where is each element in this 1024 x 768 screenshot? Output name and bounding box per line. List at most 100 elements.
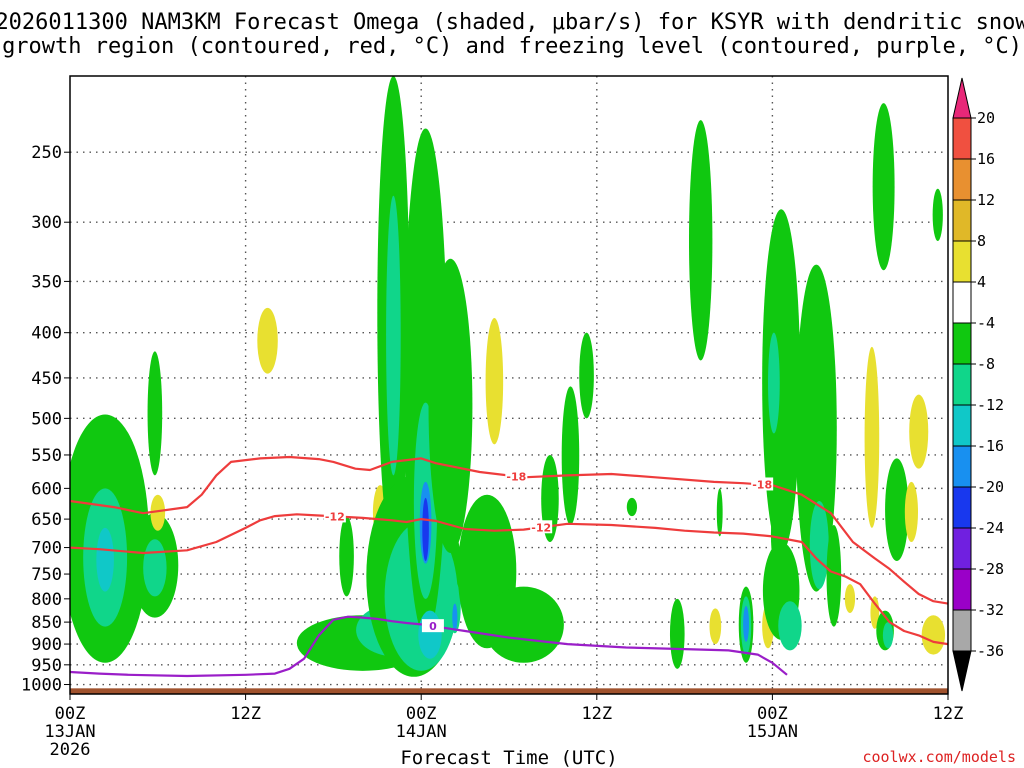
omega-shade	[885, 458, 909, 562]
x-axis-title: Forecast Time (UTC)	[400, 747, 617, 768]
colorbar-swatch	[952, 445, 972, 488]
contour-label-bg	[530, 520, 553, 534]
omega-shade	[882, 622, 894, 649]
omega-shade	[386, 195, 401, 476]
colorbar-swatch	[952, 199, 972, 242]
omega-shade	[147, 351, 163, 476]
omega-shade	[909, 394, 929, 469]
omega-shade	[826, 524, 842, 627]
plot-frame	[69, 75, 949, 695]
y-tick-label: 750	[31, 565, 62, 585]
contour-label-bg	[421, 619, 444, 633]
credit-text: coolwx.com/models	[862, 748, 1016, 766]
colorbar-label: 12	[977, 191, 995, 209]
y-tick-label: 300	[31, 213, 62, 233]
omega-shade	[762, 209, 801, 554]
y-tick-label: 900	[31, 635, 62, 655]
x-tick-label: 00Z	[55, 704, 86, 724]
colorbar-label: -32	[977, 601, 1004, 619]
x-date-label: 15JAN	[747, 722, 798, 742]
colorbar-label: 8	[977, 232, 986, 250]
omega-shade	[768, 332, 780, 434]
contour-label: -12	[325, 510, 345, 523]
omega-shade	[778, 601, 802, 651]
omega-shade	[864, 346, 880, 528]
x-tick-label: 12Z	[933, 704, 964, 724]
colorbar-swatch	[952, 117, 972, 160]
colorbar-label: 20	[977, 109, 995, 127]
contour-label-bg	[323, 509, 346, 523]
y-tick-label: 350	[31, 272, 62, 292]
omega-shade	[485, 318, 504, 445]
omega-shade	[872, 103, 895, 271]
x-tick-label: 12Z	[581, 704, 612, 724]
temperature-contours: -18 -18 -12 -12 0	[70, 455, 948, 678]
y-tick-label: 850	[31, 613, 62, 633]
omega-shade	[150, 494, 166, 531]
x-date-label: 14JAN	[396, 722, 447, 742]
omega-shade	[688, 120, 713, 361]
colorbar-swatch	[952, 363, 972, 406]
contour-line	[70, 513, 948, 646]
colorbar-label: 4	[977, 273, 986, 291]
omega-shade	[626, 497, 638, 517]
colorbar-swatch	[952, 240, 972, 283]
y-tick-label: 950	[31, 656, 62, 676]
omega-shade	[561, 386, 580, 525]
omega-shade	[143, 539, 167, 597]
y-tick-label: 400	[31, 324, 62, 344]
colorbar-swatch	[952, 609, 972, 652]
omega-shade	[709, 608, 722, 645]
contour-label: 0	[429, 620, 437, 633]
y-tick-label: 1000	[21, 676, 62, 696]
colorbar-above-arrow	[952, 77, 972, 119]
omega-shade	[904, 481, 919, 543]
colorbar-label: -20	[977, 478, 1004, 496]
omega-shade	[483, 586, 564, 663]
omega-shade	[921, 615, 946, 655]
contour-label-bg	[751, 477, 774, 491]
colorbar-swatch	[952, 486, 972, 529]
x-year-label: 2026	[50, 740, 91, 760]
contour-label: -18	[752, 478, 772, 491]
omega-shade	[844, 584, 856, 613]
y-tick-label: 650	[31, 510, 62, 530]
ground-terrain	[70, 688, 948, 694]
y-tick-label: 600	[31, 479, 62, 499]
colorbar-label: -36	[977, 642, 1004, 660]
contour-line	[70, 615, 788, 678]
omega-shade	[870, 596, 880, 629]
omega-field	[70, 76, 946, 677]
y-tick-label: 800	[31, 590, 62, 610]
omega-shade	[743, 605, 749, 642]
colorbar-label: -8	[977, 355, 995, 373]
colorbar-swatch	[952, 527, 972, 570]
colorbar-label: -24	[977, 519, 1004, 537]
omega-shade	[339, 516, 354, 597]
plot-area: -18 -18 -12 -12 0	[69, 75, 949, 695]
y-axis: 2503003504004505005506006507007508008509…	[21, 143, 70, 696]
y-tick-label: 450	[31, 369, 62, 389]
y-tick-label: 500	[31, 409, 62, 429]
omega-shade	[96, 527, 114, 592]
omega-shade	[579, 332, 594, 419]
omega-shade	[257, 307, 278, 374]
x-tick-label: 00Z	[406, 704, 437, 724]
y-tick-label: 250	[31, 143, 62, 163]
contour-label-bg	[505, 469, 528, 483]
colorbar-label: 16	[977, 150, 995, 168]
omega-shade	[422, 497, 429, 562]
omega-shade	[809, 500, 829, 590]
x-date-label: 13JAN	[44, 722, 95, 742]
omega-shade	[428, 258, 473, 554]
contour-line	[70, 455, 948, 605]
colorbar-swatch	[952, 568, 972, 611]
colorbar-label: -28	[977, 560, 1004, 578]
colorbar-swatch	[952, 322, 972, 365]
omega-shade	[418, 610, 442, 659]
colorbar-label: -12	[977, 396, 1004, 414]
omega-shade	[716, 488, 723, 537]
x-tick-label: 12Z	[230, 704, 261, 724]
